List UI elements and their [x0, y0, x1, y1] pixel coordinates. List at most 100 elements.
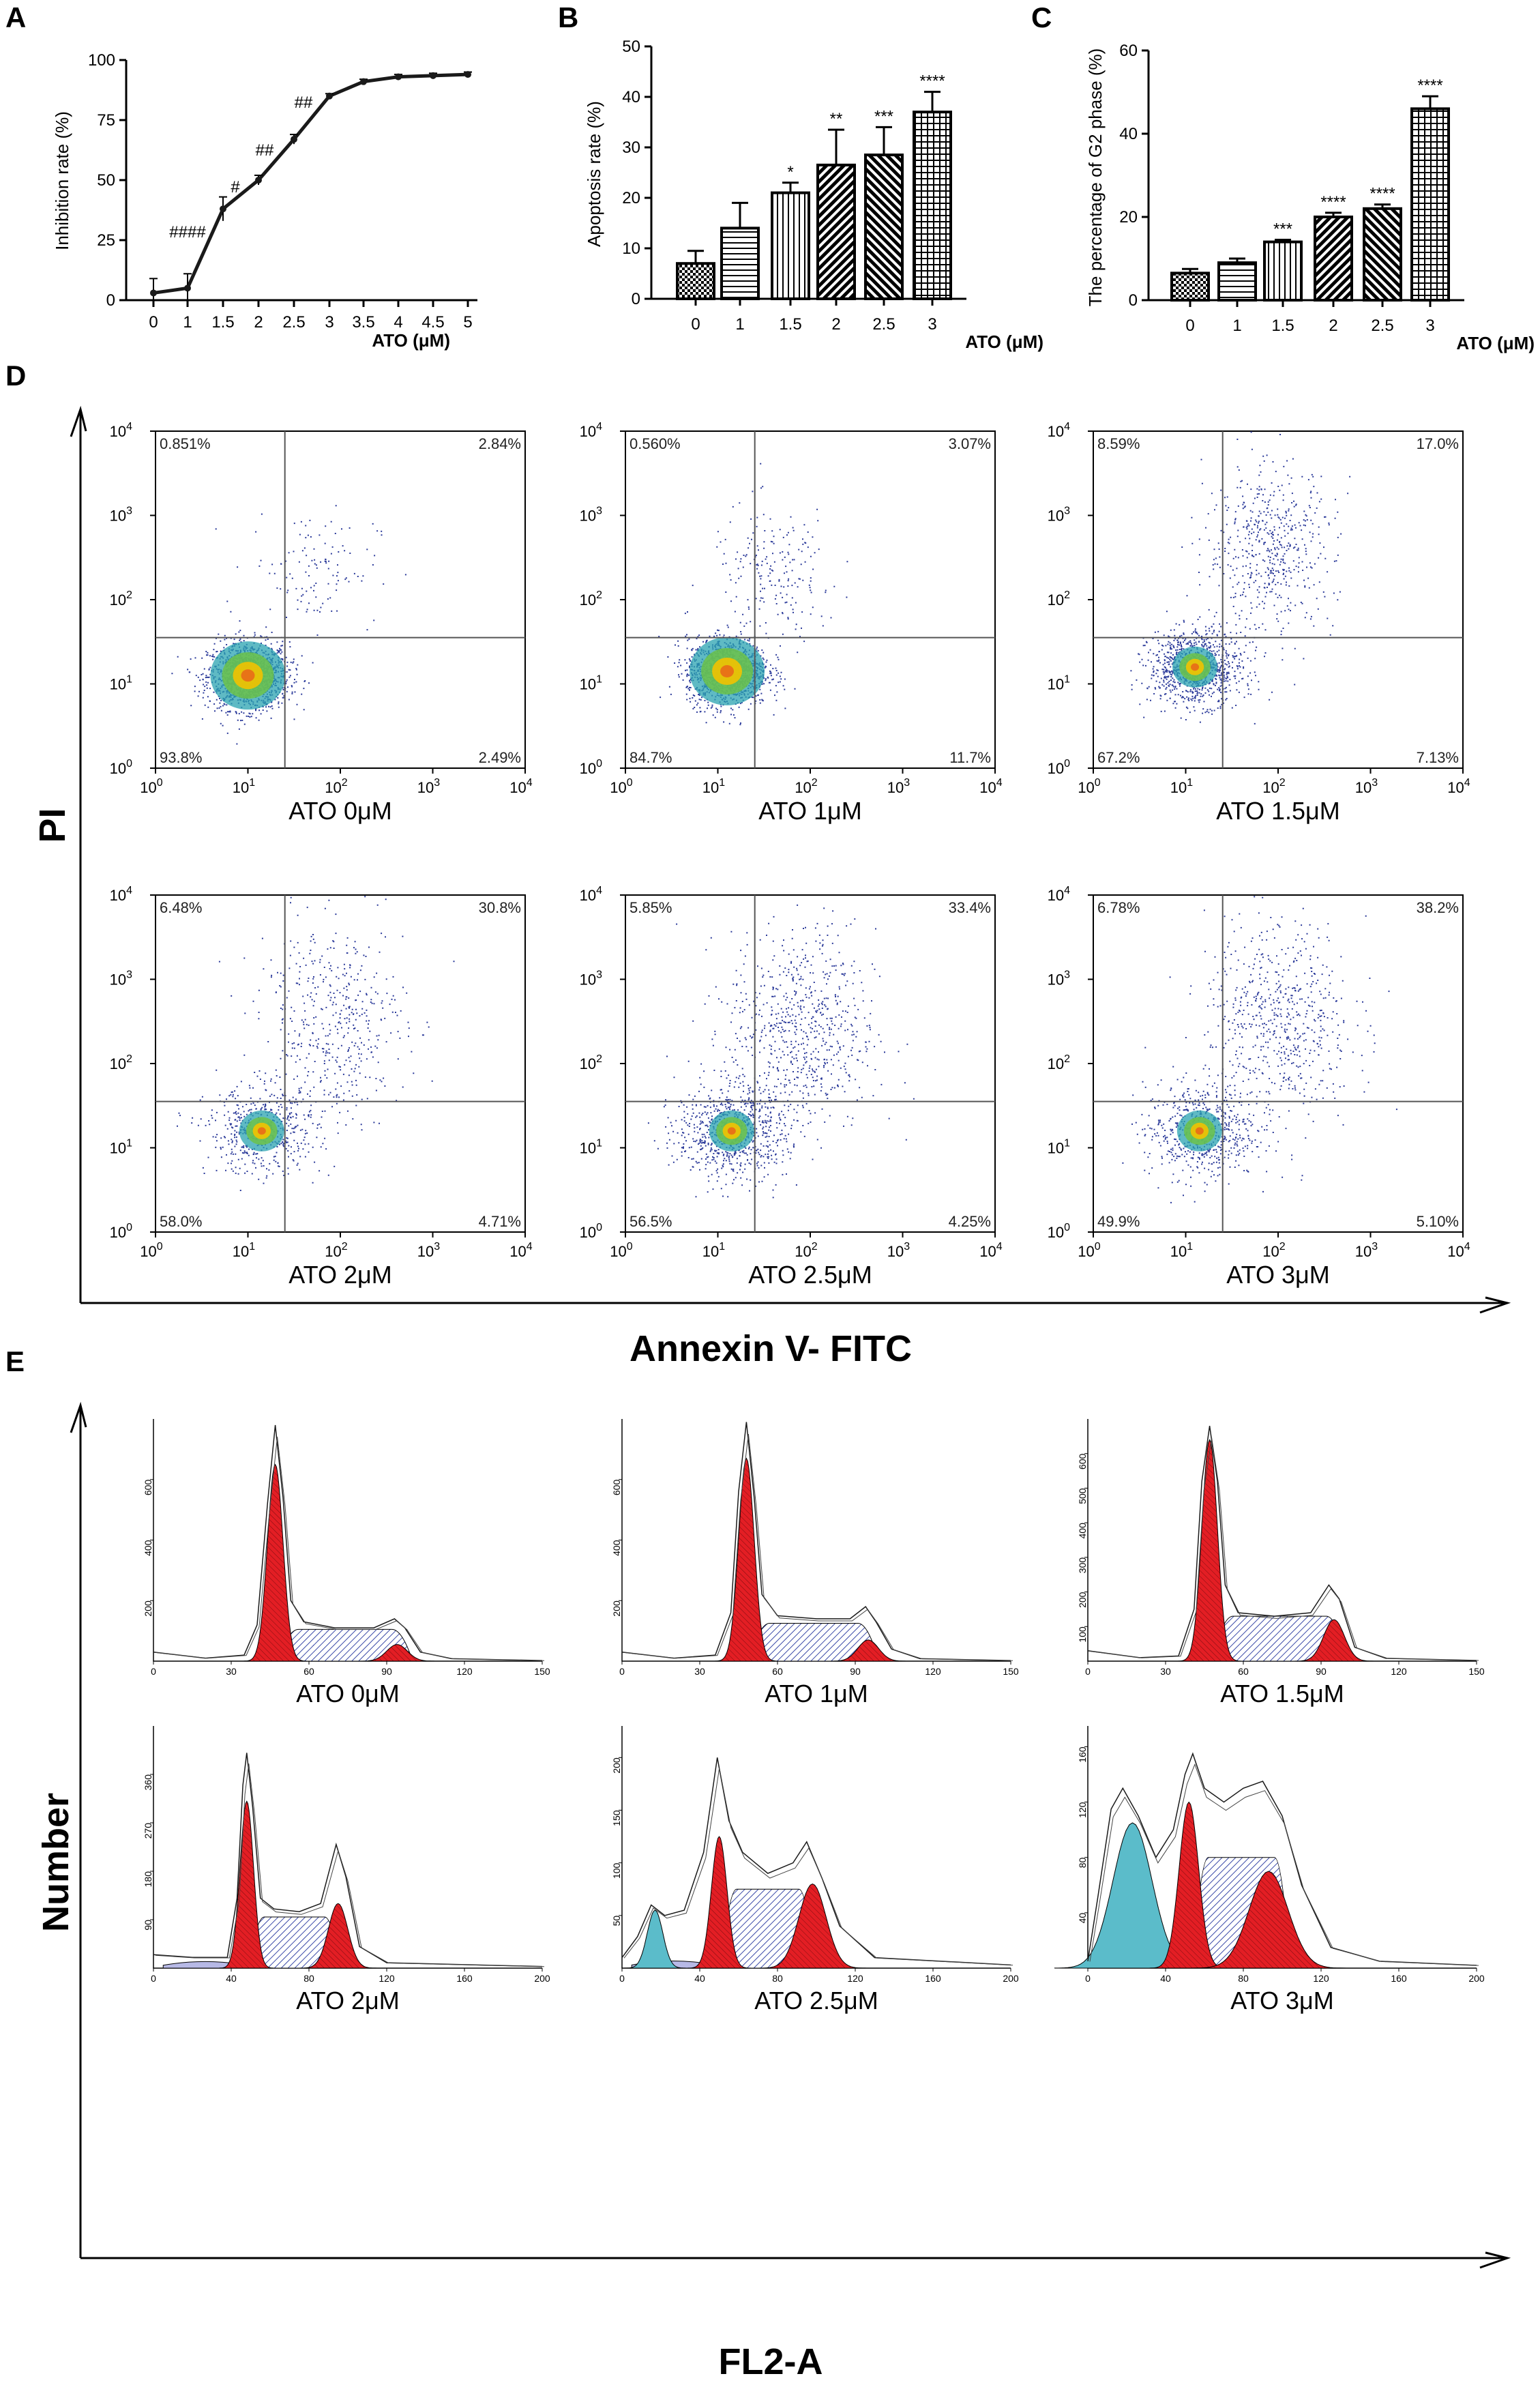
dot-plot-frame: [155, 430, 526, 769]
g2-peak: [1292, 1619, 1376, 1662]
histogram-x-tick-label: 200: [534, 1973, 550, 1984]
dot-plot-x-tick-exponent: 3: [904, 1241, 910, 1253]
dot-plot-y-tick-label: 103: [580, 969, 602, 989]
histogram-x-tick-label: 40: [694, 1973, 705, 1984]
g1-peak: [243, 1463, 307, 1662]
panel-b-significance-mark: *: [787, 163, 793, 181]
panel-c-bar: [1410, 107, 1450, 302]
panel-a-letter: A: [5, 1, 26, 33]
panel-a-significance-mark: #: [231, 178, 240, 196]
panel-b-bar: [816, 163, 856, 300]
dot-plot-x-tick-exponent: 0: [157, 1241, 163, 1253]
histogram-x-tick-label: 40: [1160, 1973, 1171, 1984]
histogram-title: ATO 2.5μM: [754, 1987, 878, 2015]
dot-plot-x-tick-exponent: 4: [527, 777, 533, 789]
dot-plot-frame: [625, 430, 996, 769]
dot-plot-x-tick-label: 104: [509, 1241, 532, 1260]
dot-plot-x-tick-label: 100: [1078, 1241, 1100, 1260]
panel-c-x-tick-label: 1: [1232, 317, 1241, 335]
histogram-y-tick-label: 150: [611, 1810, 622, 1826]
panel-a-x-tick-label: 1: [183, 313, 192, 332]
dot-plot-events: [647, 904, 915, 1199]
histogram-x-tick-label: 0: [1085, 1973, 1091, 1984]
dot-plot-x-tick-exponent: 4: [527, 1241, 533, 1253]
panel-a-x-tick-label: 0: [149, 313, 158, 332]
panel-a-significance-mark: ##: [256, 141, 274, 160]
panel-b-significance-mark: ****: [919, 72, 945, 91]
histogram: 0 30 60 90 120 150 200 400 600 ATO 1μM: [611, 1419, 1019, 1708]
panel-b-x-tick-label: 1.5: [779, 315, 801, 334]
panel-d-x-axis-arrow: [1479, 1296, 1511, 1314]
dot-plot-y-tick-exponent: 4: [1064, 421, 1070, 433]
dot-plot-y-tick-label: 101: [580, 1138, 602, 1157]
dot-plot-y-tick-exponent: 3: [1064, 969, 1070, 981]
dot-plot-y-tick-label: 104: [1048, 885, 1070, 904]
g1-peak: [715, 1457, 778, 1662]
quadrant-lower-left: 56.5%: [630, 1213, 672, 1230]
dot-plot-x-tick-label: 103: [417, 1241, 440, 1260]
density-ring-orange: [720, 664, 735, 677]
panel-b-bar: [913, 111, 952, 300]
dot-plot-x-tick-label: 102: [795, 777, 817, 796]
panel-c-significance-mark: ***: [1273, 220, 1292, 239]
dot-plot-x-tick-exponent: 4: [1464, 1241, 1470, 1253]
dot-plot-y-tick-label: 101: [1048, 674, 1070, 693]
g2-peak: [1190, 1871, 1347, 1969]
dot-plot-x-tick-exponent: 1: [719, 1241, 725, 1253]
quadrant-lower-right: 5.10%: [1417, 1213, 1459, 1230]
histogram-title: ATO 3μM: [1230, 1987, 1333, 2015]
histogram-y-tick-label: 270: [143, 1823, 153, 1839]
histogram-x-tick-label: 0: [1085, 1666, 1091, 1677]
dot-plot-x-tick-label: 100: [610, 1241, 632, 1260]
dot-plot-y-tick-label: 102: [110, 1053, 132, 1072]
histogram-y-tick-label: 600: [611, 1480, 622, 1496]
dot-plot-y-tick-exponent: 2: [126, 589, 132, 601]
dot-plot-x-tick-exponent: 1: [249, 777, 255, 789]
histogram-x-tick-label: 0: [619, 1666, 625, 1677]
panel-b-letter: B: [558, 1, 578, 33]
panel-a-data-point: [184, 284, 191, 292]
dot-plot-x-tick-label: 101: [233, 1241, 255, 1260]
dot-plot-title: ATO 1μM: [758, 797, 861, 825]
dot-plot-x-tick-label: 104: [509, 777, 532, 796]
histogram: 0 40 80 120 160 200 40 80 120 160 ATO 3μM: [1054, 1726, 1485, 2015]
dot-plot-y-tick-label: 102: [1048, 1053, 1070, 1072]
histogram-x-tick-label: 30: [226, 1666, 237, 1677]
dot-plot-x-tick-exponent: 3: [904, 777, 910, 789]
dot-plot-x-tick-exponent: 3: [1372, 777, 1378, 789]
panel-a-inhibition-chart: A Inhibition rate (%) 0 25 50 75 100 0 1 1.5 2 2.…: [5, 1, 477, 351]
g2-peak: [827, 1639, 910, 1662]
histogram-x-tick-label: 120: [1391, 1666, 1407, 1677]
dot-plot-x-tick-label: 102: [1262, 777, 1285, 796]
dot-plot-x-tick-exponent: 2: [812, 777, 818, 789]
panel-c-letter: C: [1031, 1, 1052, 33]
histogram-y-tick-label: 400: [611, 1540, 622, 1556]
dot-plot-x-tick-label: 103: [887, 1241, 910, 1260]
panel-d-annexin-label: Annexin V- FITC: [630, 1328, 912, 1369]
histogram-title: ATO 2μM: [296, 1987, 399, 2015]
dot-plot-title: ATO 2.5μM: [748, 1261, 872, 1289]
dot-plot-x-tick-exponent: 0: [157, 777, 163, 789]
quadrant-upper-left: 6.78%: [1097, 899, 1140, 916]
dot-plot-x-tick-exponent: 2: [1279, 777, 1286, 789]
dot-plot-y-tick-label: 100: [1048, 1222, 1070, 1241]
dot-plot-events: [177, 896, 455, 1191]
panel-e-x-axis-arrow: [1479, 2251, 1511, 2269]
dot-plot-x-tick-label: 104: [979, 777, 1002, 796]
histogram-x-tick-label: 160: [1391, 1973, 1407, 1984]
panel-a-y-tick-label: 0: [106, 291, 115, 310]
histogram-fit-curve: [1089, 1763, 1479, 1966]
dot-plot-y-tick-exponent: 1: [1064, 1138, 1070, 1149]
histogram-y-tick-label: 40: [1077, 1913, 1088, 1924]
panel-c-x-label: ATO (μM): [1456, 333, 1535, 353]
quadrant-upper-right: 2.84%: [479, 435, 521, 452]
histogram-x-tick-label: 150: [534, 1666, 550, 1677]
dot-plot-title: ATO 0μM: [288, 797, 391, 825]
dot-plot-y-tick-exponent: 2: [596, 1053, 602, 1065]
quadrant-lower-right: 11.7%: [949, 749, 991, 766]
g2-peak: [355, 1644, 439, 1662]
panel-b-y-tick-label: 20: [622, 189, 640, 207]
